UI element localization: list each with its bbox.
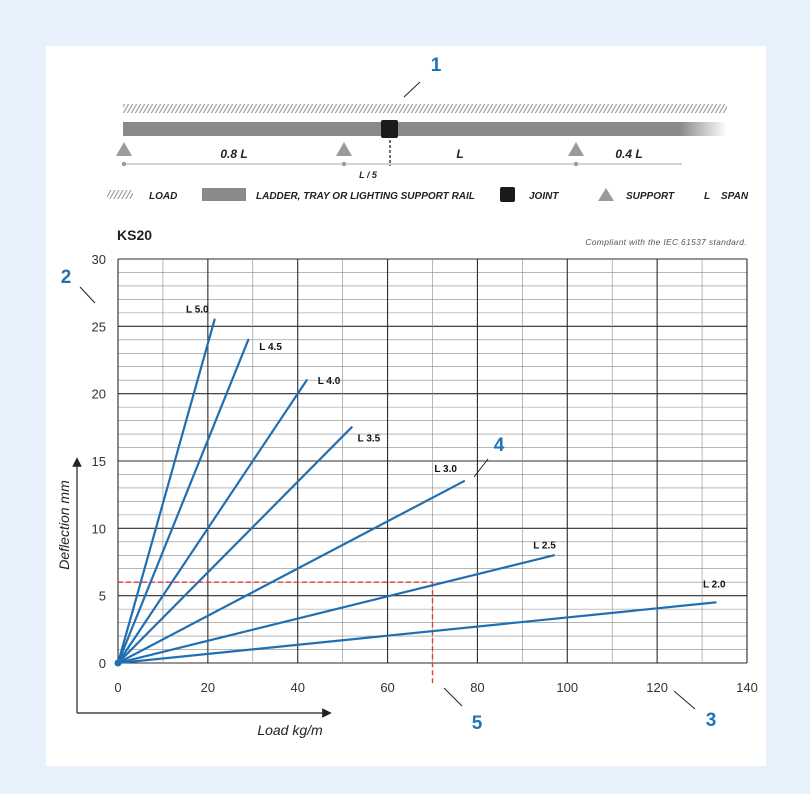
series-label: L 5.0 (186, 305, 209, 316)
y-tick-label: 30 (92, 252, 106, 267)
series-label: L 4.5 (259, 342, 282, 353)
callout-2: 2 (61, 267, 72, 288)
span-dot (341, 161, 347, 167)
series-label: L 2.0 (703, 579, 726, 590)
y-axis-label: Deflection mm (56, 480, 72, 570)
series-lines (114, 318, 717, 667)
callout-4: 4 (494, 435, 505, 456)
x-axis-label: Load kg/m (257, 722, 323, 738)
x-tick-label: 40 (290, 680, 304, 695)
support-triangle (116, 142, 132, 156)
y-tick-label: 0 (99, 656, 106, 671)
callout-1-leader (403, 81, 421, 98)
callout-2-leader (79, 286, 96, 304)
legend: LOAD LADDER, TRAY OR LIGHTING SUPPORT RA… (107, 187, 749, 202)
y-tick-label: 5 (99, 589, 106, 604)
load-hatch (123, 104, 727, 113)
legend-load-swatch (107, 190, 133, 199)
span-dot (121, 161, 127, 167)
chart-subtitle: Compliant with the IEC 61537 standard. (585, 237, 747, 247)
x-tick-label: 0 (114, 680, 121, 695)
x-tick-label: 60 (380, 680, 394, 695)
series-label: L 3.5 (358, 433, 381, 444)
x-tick-label: 140 (736, 680, 758, 695)
span-mid-label: L (456, 147, 463, 161)
joint-position-label: L / 5 (359, 170, 378, 180)
callout-1: 1 (431, 55, 442, 76)
span-dot (573, 161, 579, 167)
series-line (116, 601, 717, 665)
x-tick-label: 120 (646, 680, 668, 695)
callout-3: 3 (706, 710, 717, 731)
beam-diagram: 0.8 L L 0.4 L L / 5 1 (116, 55, 727, 180)
legend-rail-swatch (202, 188, 246, 201)
y-tick-labels: 0 5 10 15 20 25 30 (92, 252, 106, 671)
series-label: L 2.5 (533, 540, 556, 551)
callout-3-leader (673, 690, 696, 710)
legend-support-label: SUPPORT (626, 191, 675, 202)
x-tick-label: 100 (556, 680, 578, 695)
reading-guide (118, 581, 434, 683)
y-tick-label: 20 (92, 387, 106, 402)
callout-4-leader (473, 458, 489, 478)
span-left-label: 0.8 L (220, 147, 247, 161)
y-tick-label: 25 (92, 319, 106, 334)
x-tick-label: 80 (470, 680, 484, 695)
y-tick-label: 15 (92, 454, 106, 469)
callout-5-leader (443, 687, 463, 707)
series-labels: L 5.0 L 4.5 L 4.0 L 3.5 L 3.0 L 2.5 L 2.0 (186, 305, 726, 591)
legend-joint-label: JOINT (529, 191, 559, 202)
support-rail (123, 122, 683, 136)
series-line (116, 554, 555, 665)
x-tick-label: 20 (201, 680, 215, 695)
legend-load-label: LOAD (149, 191, 177, 202)
joint-marker (381, 120, 398, 138)
series-line (116, 426, 353, 665)
card (46, 46, 766, 766)
chart-title: KS20 (117, 227, 152, 243)
support-triangle (336, 142, 352, 156)
span-right-label: 0.4 L (615, 147, 642, 161)
legend-joint-swatch (500, 187, 515, 202)
series-line (116, 338, 250, 665)
x-tick-labels: 0 20 40 60 80 100 120 140 (114, 680, 757, 695)
series-line (116, 480, 466, 665)
legend-span-symbol: L (704, 191, 710, 202)
support-triangle (568, 142, 584, 156)
series-line (116, 318, 216, 665)
support-rail-fade (680, 122, 727, 136)
legend-span-label: SPAN (721, 191, 749, 202)
legend-support-swatch (598, 188, 614, 201)
series-line (116, 379, 308, 665)
callout-5: 5 (472, 713, 483, 734)
origin-dot (114, 659, 122, 667)
series-label: L 3.0 (434, 464, 457, 475)
y-tick-label: 10 (92, 521, 106, 536)
series-label: L 4.0 (318, 376, 341, 387)
legend-rail-label: LADDER, TRAY OR LIGHTING SUPPORT RAIL (256, 191, 475, 202)
